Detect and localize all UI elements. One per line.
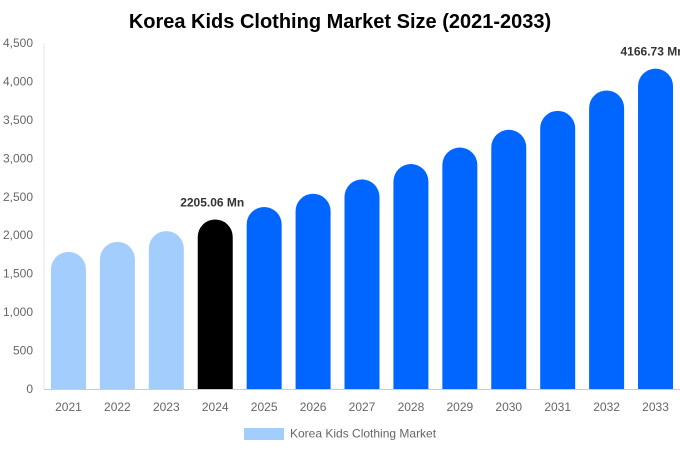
x-tick-label: 2021 — [55, 400, 82, 414]
y-tick-label: 4,000 — [3, 74, 33, 88]
y-axis: 0 500 1,000 1,500 2,000 2,500 3,000 3,500 4,000 4… — [3, 36, 45, 396]
y-tick-label: 3,000 — [3, 151, 33, 165]
y-tick-label: 3,500 — [3, 113, 33, 127]
bar-2022[interactable] — [99, 241, 135, 389]
legend[interactable]: Korea Kids Clothing Market — [244, 427, 437, 441]
x-tick-label: 2023 — [153, 400, 180, 414]
bar-2024[interactable] — [197, 219, 233, 389]
x-tick-label: 2027 — [349, 400, 376, 414]
y-tick-label: 2,500 — [3, 190, 33, 204]
y-tick-label: 1,000 — [3, 305, 33, 319]
x-tick-label: 2032 — [593, 400, 620, 414]
x-axis: 2021 2022 2023 2024 2025 2026 2027 2028 2029 2030… — [44, 389, 680, 414]
bar-2023[interactable] — [148, 231, 184, 389]
chart-title: Korea Kids Clothing Market Size (2021-20… — [129, 11, 551, 33]
bar-2027[interactable] — [344, 179, 380, 389]
data-label: 2205.06 Mn — [180, 195, 244, 209]
bars — [50, 68, 674, 390]
x-tick-label: 2024 — [202, 400, 229, 414]
x-tick-label: 2026 — [300, 400, 327, 414]
legend-swatch — [244, 428, 284, 440]
bar-2029[interactable] — [442, 147, 478, 389]
bar-2025[interactable] — [246, 207, 282, 389]
y-tick-label: 500 — [13, 344, 33, 358]
bar-2032[interactable] — [589, 90, 625, 390]
x-tick-label: 2028 — [398, 400, 425, 414]
x-tick-label: 2030 — [495, 400, 522, 414]
bar-2033[interactable] — [638, 68, 674, 390]
bar-2021[interactable] — [50, 251, 86, 389]
bar-2028[interactable] — [393, 164, 429, 389]
x-tick-label: 2033 — [642, 400, 669, 414]
annotations: 2205.06 Mn 4166.73 Mn — [180, 45, 680, 210]
x-tick-label: 2025 — [251, 400, 278, 414]
bar-2030[interactable] — [491, 129, 527, 389]
bar-2026[interactable] — [295, 193, 331, 389]
y-tick-label: 1,500 — [3, 267, 33, 281]
y-tick-label: 4,500 — [3, 36, 33, 50]
x-tick-label: 2022 — [104, 400, 131, 414]
x-tick-label: 2029 — [446, 400, 473, 414]
x-tick-label: 2031 — [544, 400, 571, 414]
legend-label: Korea Kids Clothing Market — [290, 427, 437, 441]
y-tick-label: 2,000 — [3, 228, 33, 242]
bar-2031[interactable] — [540, 110, 576, 390]
y-tick-label: 0 — [26, 382, 33, 396]
data-label: 4166.73 Mn — [621, 45, 680, 59]
